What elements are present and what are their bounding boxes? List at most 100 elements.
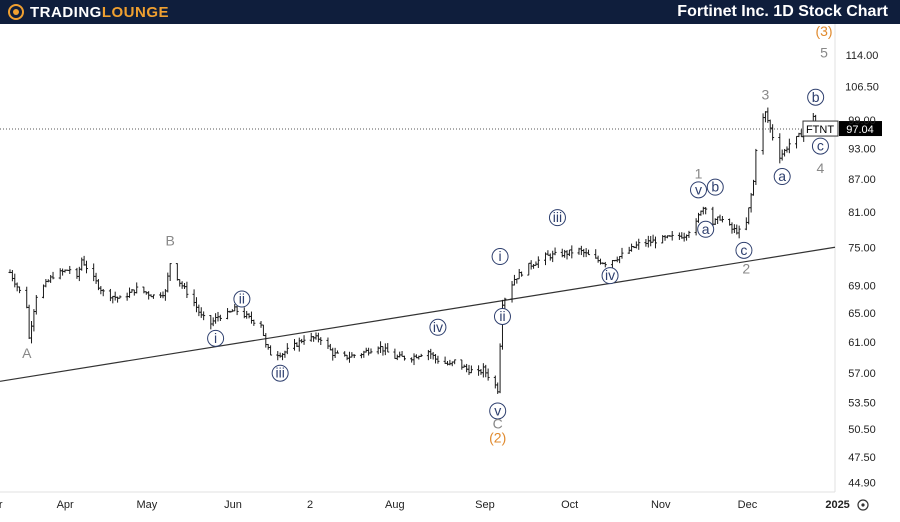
ohlc-bar[interactable] <box>704 207 708 215</box>
svg-text:v: v <box>494 402 501 418</box>
ohlc-bar[interactable] <box>336 350 340 354</box>
support-trendline[interactable] <box>0 246 836 382</box>
wave-label-minor: c <box>735 241 753 259</box>
ohlc-bar[interactable] <box>68 265 72 274</box>
ohlc-bar[interactable] <box>603 261 607 268</box>
svg-text:A: A <box>22 345 32 361</box>
y-tick-label: 50.50 <box>848 424 876 436</box>
x-tick-label: 2025 <box>825 499 849 511</box>
svg-text:b: b <box>711 179 719 195</box>
ohlc-bar[interactable] <box>720 215 724 223</box>
y-tick-label: 65.00 <box>848 308 876 320</box>
ohlc-bar[interactable] <box>51 271 55 280</box>
svg-text:1: 1 <box>695 165 703 181</box>
ohlc-bar[interactable] <box>151 294 155 299</box>
y-tick-label: 87.00 <box>848 174 876 186</box>
ohlc-bar[interactable] <box>436 355 440 364</box>
ohlc-bar[interactable] <box>118 295 122 299</box>
ohlc-bar[interactable] <box>352 354 356 359</box>
y-tick-label: 114.00 <box>846 50 879 62</box>
ohlc-bar[interactable] <box>520 271 524 277</box>
ohlc-bar[interactable] <box>553 247 557 256</box>
ohlc-bar[interactable] <box>135 282 139 294</box>
wave-label-primary: B <box>166 233 175 249</box>
svg-text:3: 3 <box>762 87 770 103</box>
ohlc-bar[interactable] <box>754 148 758 185</box>
x-tick-label: Oct <box>561 499 578 511</box>
chart-title: Fortinet Inc. 1D Stock Chart <box>677 3 888 20</box>
svg-text:a: a <box>702 221 710 237</box>
y-tick-label: 47.50 <box>848 452 876 464</box>
svg-text:B: B <box>166 233 175 249</box>
tradinglounge-logo: TRADINGLOUNGE <box>8 2 169 22</box>
ohlc-bar[interactable] <box>587 249 591 256</box>
wave-label-intermediate: (2) <box>489 429 506 445</box>
ohlc-bar[interactable] <box>185 281 189 298</box>
ohlc-bar[interactable] <box>319 337 323 345</box>
svg-text:iv: iv <box>433 319 443 335</box>
ohlc-bar[interactable] <box>653 236 657 249</box>
plot-area[interactable] <box>0 24 835 492</box>
ohlc-bar[interactable] <box>202 311 206 321</box>
svg-text:ii: ii <box>499 308 505 324</box>
wave-label-primary: 3 <box>762 87 770 103</box>
ohlc-bar[interactable] <box>252 319 256 326</box>
ohlc-bar[interactable] <box>620 247 624 259</box>
last-price-tag: 97.04 <box>846 124 874 136</box>
wave-label-primary: 1 <box>695 165 703 181</box>
svg-text:a: a <box>778 168 786 184</box>
wave-label-minor: iii <box>271 364 289 382</box>
ohlc-bar[interactable] <box>419 353 423 358</box>
ohlc-bar[interactable] <box>737 225 741 239</box>
ohlc-bar[interactable] <box>637 238 641 250</box>
svg-text:iv: iv <box>605 267 615 283</box>
wave-label-primary: 2 <box>742 261 750 277</box>
wave-label-intermediate: (3) <box>815 23 832 39</box>
y-tick-label: 75.00 <box>848 242 876 254</box>
ohlc-bar[interactable] <box>469 365 473 374</box>
y-tick-label: 61.00 <box>848 337 876 349</box>
wave-label-primary: 5 <box>820 45 828 61</box>
ticker-tag-box <box>802 120 839 137</box>
x-tick-label: Apr <box>57 499 74 511</box>
ohlc-bar[interactable] <box>218 314 222 322</box>
wave-label-minor: b <box>706 178 724 196</box>
wave-label-minor: iii <box>548 209 566 227</box>
ohlc-bar[interactable] <box>285 343 289 355</box>
ohlc-bar[interactable] <box>34 295 38 315</box>
y-tick-label: 53.50 <box>848 397 876 409</box>
ohlc-bar[interactable] <box>771 124 775 141</box>
ohlc-bar[interactable] <box>101 288 105 297</box>
ohlc-bar[interactable] <box>18 286 22 294</box>
ohlc-bar[interactable] <box>570 245 574 259</box>
ohlc-bar[interactable] <box>687 230 691 238</box>
x-tick-label: Nov <box>651 499 671 511</box>
ohlc-bar[interactable] <box>302 335 306 345</box>
chart-header: TRADINGLOUNGE Fortinet Inc. 1D Stock Cha… <box>0 0 900 24</box>
x-tick-label: Sep <box>475 499 495 511</box>
ohlc-bar[interactable] <box>85 260 89 274</box>
ohlc-bar[interactable] <box>168 263 172 281</box>
wave-label-minor: c <box>811 137 829 155</box>
x-tick-label: Aug <box>385 499 405 511</box>
ohlc-bar[interactable] <box>402 355 406 361</box>
wave-label-minor: b <box>807 88 825 106</box>
ohlc-bar[interactable] <box>486 368 490 381</box>
ohlc-bar[interactable] <box>536 256 540 269</box>
ohlc-bar[interactable] <box>386 343 390 353</box>
ohlc-bar[interactable] <box>670 230 674 241</box>
ohlc-bar[interactable] <box>453 359 457 365</box>
svg-text:4: 4 <box>817 160 825 176</box>
svg-text:2: 2 <box>742 261 750 277</box>
x-tick-label: Dec <box>738 499 758 511</box>
ohlc-bar[interactable] <box>269 345 273 356</box>
wave-label-primary: C <box>493 416 503 432</box>
ohlc-bar[interactable] <box>369 348 373 354</box>
x-tick-label: May <box>136 499 157 511</box>
chart-settings-icon[interactable] <box>857 499 869 511</box>
svg-text:(3): (3) <box>815 23 832 39</box>
ohlc-bar[interactable] <box>787 138 791 154</box>
wave-label-minor: ii <box>233 290 251 308</box>
ohlc-bar[interactable] <box>235 305 239 316</box>
